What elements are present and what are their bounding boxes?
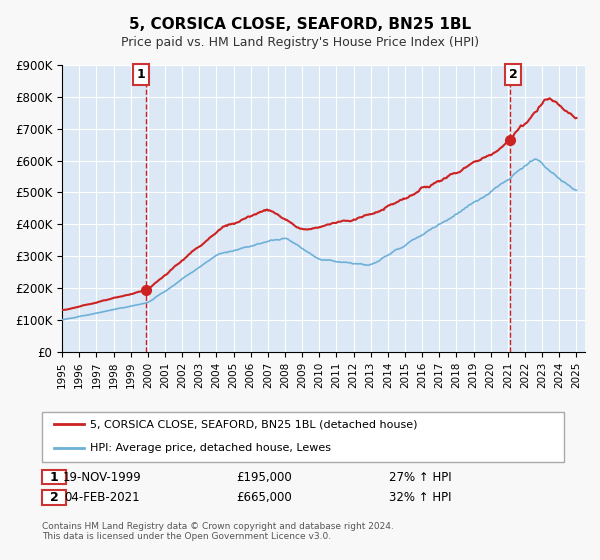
Text: 1: 1	[137, 68, 145, 81]
Text: 04-FEB-2021: 04-FEB-2021	[64, 491, 140, 504]
Text: 27% ↑ HPI: 27% ↑ HPI	[389, 470, 451, 484]
Text: £665,000: £665,000	[236, 491, 292, 504]
Text: 1: 1	[50, 470, 58, 484]
Text: HPI: Average price, detached house, Lewes: HPI: Average price, detached house, Lewe…	[90, 443, 331, 453]
Text: 32% ↑ HPI: 32% ↑ HPI	[389, 491, 451, 504]
Text: 5, CORSICA CLOSE, SEAFORD, BN25 1BL: 5, CORSICA CLOSE, SEAFORD, BN25 1BL	[129, 17, 471, 32]
Text: Contains HM Land Registry data © Crown copyright and database right 2024.
This d: Contains HM Land Registry data © Crown c…	[42, 522, 394, 542]
Text: Price paid vs. HM Land Registry's House Price Index (HPI): Price paid vs. HM Land Registry's House …	[121, 36, 479, 49]
Text: 5, CORSICA CLOSE, SEAFORD, BN25 1BL (detached house): 5, CORSICA CLOSE, SEAFORD, BN25 1BL (det…	[90, 419, 418, 429]
Text: 19-NOV-1999: 19-NOV-1999	[62, 470, 142, 484]
Text: 2: 2	[509, 68, 517, 81]
Text: £195,000: £195,000	[236, 470, 292, 484]
Text: 2: 2	[50, 491, 58, 504]
